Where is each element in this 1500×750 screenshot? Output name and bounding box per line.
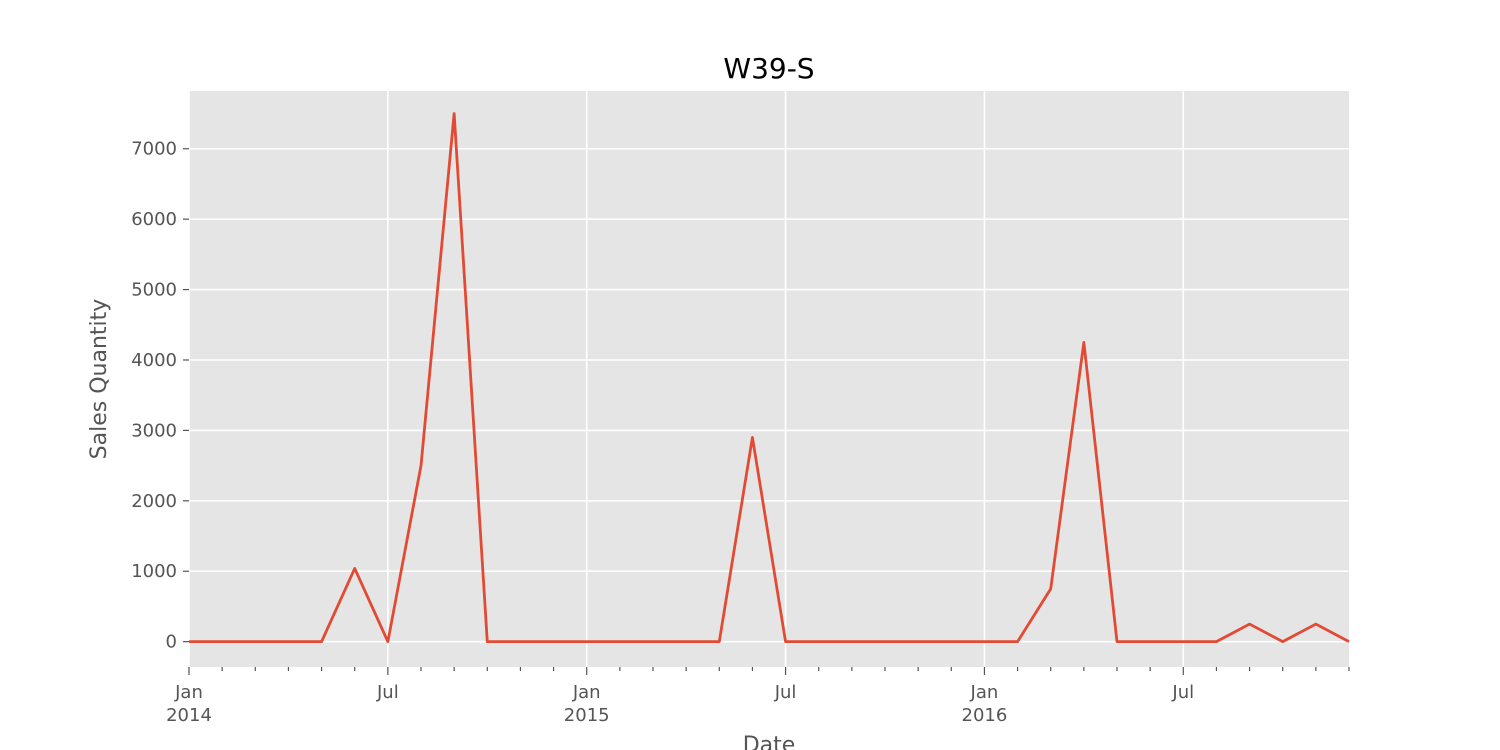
- y-tick-label: 0: [166, 632, 177, 653]
- y-tick-label: 2000: [131, 491, 177, 512]
- y-axis: 0 1000 2000 3000 4000 5000 6000 7000: [131, 139, 189, 653]
- y-tick-label: 4000: [131, 350, 177, 371]
- series-layer: [189, 112, 1350, 644]
- series-line: [189, 112, 1350, 644]
- x-tick-year-label: 2015: [564, 705, 610, 726]
- x-tick-label: Jan: [174, 682, 203, 703]
- x-tick-label: Jul: [774, 682, 797, 703]
- y-axis-label: Sales Quantity: [87, 299, 112, 460]
- x-tick-label: Jul: [1171, 682, 1194, 703]
- chart-title: W39-S: [723, 52, 814, 85]
- y-tick-label: 6000: [131, 209, 177, 230]
- x-tick-label: Jul: [376, 682, 399, 703]
- x-tick-label: Jan: [572, 682, 601, 703]
- x-tick-year-label: 2014: [166, 705, 212, 726]
- x-tick-year-label: 2016: [962, 705, 1008, 726]
- y-gridlines: [189, 147, 1349, 643]
- x-axis-label: Date: [743, 733, 796, 750]
- x-gridlines: [188, 91, 1185, 667]
- y-tick-label: 7000: [131, 139, 177, 160]
- y-tick-label: 5000: [131, 280, 177, 301]
- y-tick-label: 3000: [131, 420, 177, 441]
- x-tick-label: Jan: [970, 682, 999, 703]
- plot-area: [189, 91, 1349, 667]
- y-tick-label: 1000: [131, 561, 177, 582]
